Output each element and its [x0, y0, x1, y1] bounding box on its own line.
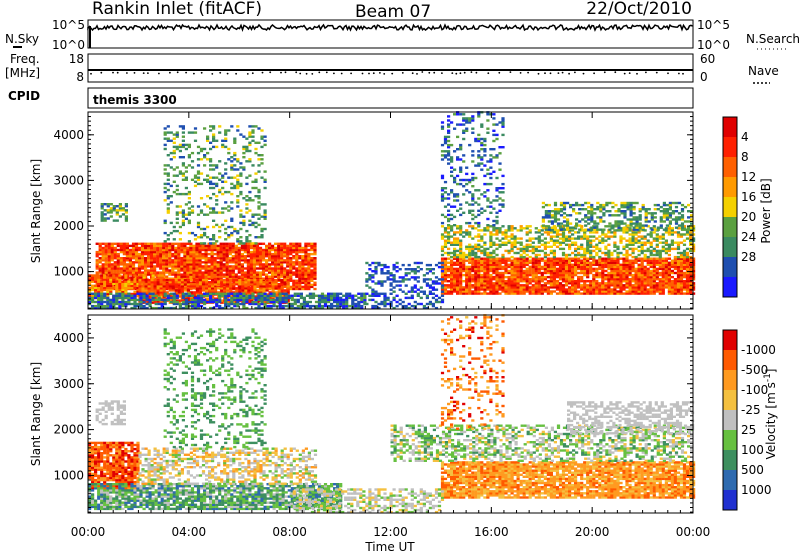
velocity-colorbar-label: Velocity [m s-1]: [763, 369, 778, 460]
power-heatmap: [88, 111, 695, 309]
colorbar-tick: 20: [741, 210, 756, 224]
y-tick-label: 2000: [53, 219, 84, 233]
power-colorbar-label: Power [dB]: [759, 178, 773, 243]
x-tick-label: 00:00: [676, 525, 711, 539]
freq-label: Freq.: [10, 52, 40, 66]
x-axis-label: Time UT: [364, 540, 415, 554]
colorbar-swatch: [723, 370, 737, 390]
colorbar-tick: 25: [741, 423, 756, 437]
freq-tick-top: 18: [69, 52, 84, 66]
colorbar-swatch: [723, 410, 737, 430]
colorbar-tick: 28: [741, 250, 756, 264]
freq-strip: Freq. [MHz] 18 8 60 0 Nave: [5, 52, 779, 84]
power-colorbar: 4 8 12 16 20 24 28: [723, 117, 756, 297]
y-tick-label: 2000: [53, 423, 84, 437]
y-tick-label: 1000: [53, 468, 84, 482]
nsearch-tick-top: 10^5: [697, 18, 730, 32]
colorbar-tick: 16: [741, 190, 756, 204]
colorbar-tick: -25: [741, 403, 761, 417]
colorbar-tick: 1000: [741, 483, 772, 497]
nsearch-label: N.Search: [746, 32, 800, 46]
colorbar-swatch: [723, 117, 737, 137]
y-tick-label: 3000: [53, 173, 84, 187]
date-label: 22/Oct/2010: [586, 0, 692, 19]
colorbar-swatch: [723, 390, 737, 410]
y-tick-label: 1000: [53, 265, 84, 279]
colorbar-tick: 8: [741, 150, 749, 164]
beam-label: Beam 07: [355, 2, 431, 22]
station-title: Rankin Inlet (fitACF): [92, 0, 262, 19]
colorbar-swatch: [723, 350, 737, 370]
colorbar-swatch: [723, 197, 737, 217]
colorbar-swatch: [723, 137, 737, 157]
nave-label: Nave: [748, 64, 779, 78]
cpid-value: themis 3300: [93, 93, 177, 107]
y-tick-label: 4000: [53, 128, 84, 142]
colorbar-swatch: [723, 157, 737, 177]
x-tick-label: 04:00: [172, 525, 207, 539]
colorbar-swatch: [723, 330, 737, 350]
y-tick-label: 4000: [53, 331, 84, 345]
nsky-tick-top: 10^5: [52, 18, 85, 32]
nsky-trace: [88, 25, 693, 48]
colorbar-tick: -1000: [741, 343, 776, 357]
colorbar-swatch: [723, 237, 737, 257]
power-panel: 1000 2000 3000 4000 Slant Range [km] 4 8 12 16…: [29, 111, 773, 309]
colorbar-tick: 100: [741, 443, 764, 457]
nave-tick-top: 60: [700, 52, 715, 66]
colorbar-tick: 12: [741, 170, 756, 184]
colorbar-swatch: [723, 217, 737, 237]
colorbar-swatch: [723, 257, 737, 277]
nsky-label: N.Sky: [5, 32, 39, 46]
nsearch-tick-bottom: 10^0: [697, 38, 730, 52]
velocity-panel: 1000 2000 3000 4000 Slant Range [km] 1000 50…: [29, 112, 778, 554]
colorbar-tick: 24: [741, 230, 756, 244]
colorbar-swatch: [723, 277, 737, 297]
nsky-tick-bottom: 10^0: [52, 38, 85, 52]
colorbar-swatch: [723, 177, 737, 197]
freq-tick-bottom: 8: [76, 70, 84, 84]
colorbar-tick: 500: [741, 463, 764, 477]
freq-trace: [88, 70, 693, 75]
cpid-label: CPID: [8, 89, 40, 103]
freq-unit-label: [MHz]: [5, 66, 40, 80]
y-tick-label: 3000: [53, 377, 84, 391]
velocity-y-label: Slant Range [km]: [29, 362, 43, 466]
colorbar-swatch: [723, 450, 737, 470]
cpid-strip: CPID themis 3300: [8, 88, 693, 108]
x-tick-label: 00:00: [71, 525, 106, 539]
x-tick-label: 08:00: [272, 525, 307, 539]
colorbar-swatch: [723, 430, 737, 450]
x-tick-label: 20:00: [575, 525, 610, 539]
x-tick-label: 16:00: [474, 525, 509, 539]
colorbar-tick: 4: [741, 130, 749, 144]
nsky-strip: N.Sky 10^5 10^0 10^5 10^0 N.Search: [5, 18, 800, 52]
colorbar-swatch: [723, 470, 737, 490]
colorbar-swatch: [723, 490, 737, 510]
power-y-label: Slant Range [km]: [29, 159, 43, 263]
nave-tick-bottom: 0: [700, 70, 708, 84]
x-tick-label: 12:00: [373, 525, 408, 539]
velocity-heatmap: [88, 314, 695, 513]
